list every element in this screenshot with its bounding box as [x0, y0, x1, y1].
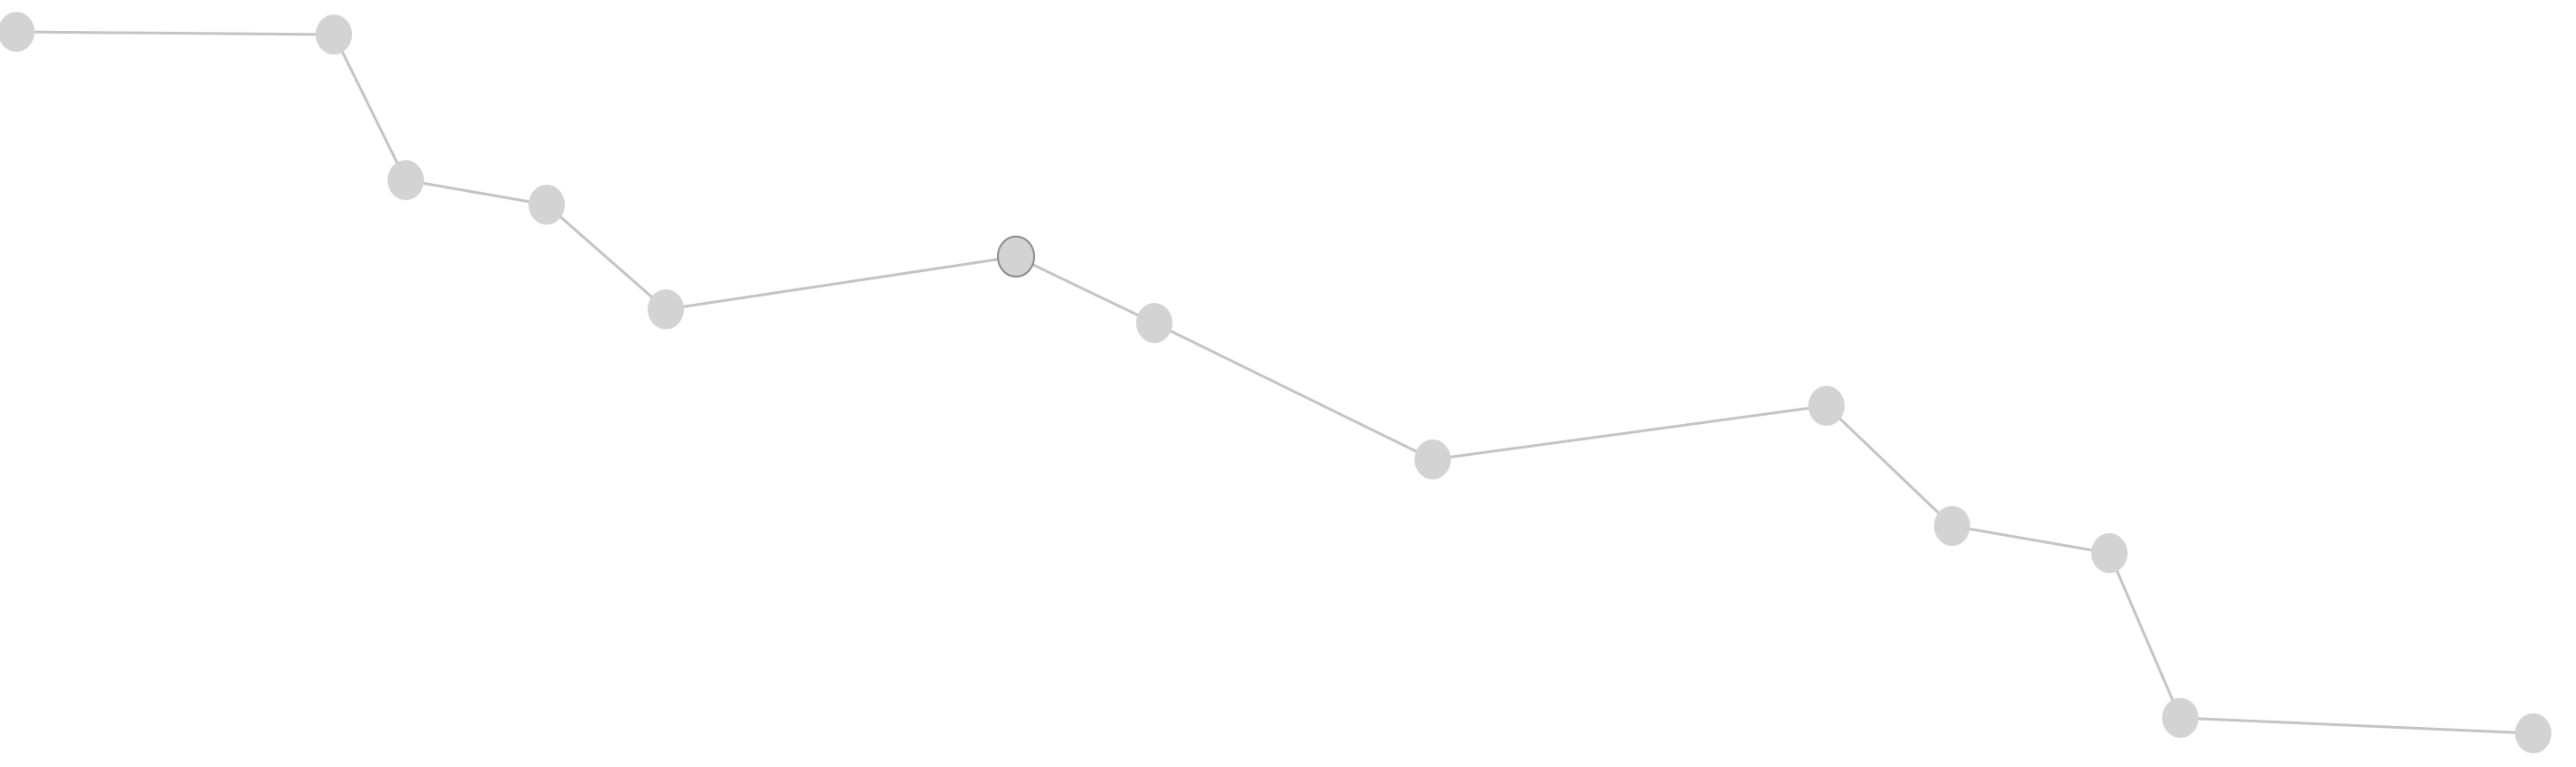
data-point-4[interactable]	[648, 289, 684, 329]
data-point-6[interactable]	[1136, 303, 1172, 343]
data-point-10[interactable]	[2091, 533, 2128, 573]
data-point-3[interactable]	[528, 185, 565, 225]
series-lines	[15, 30, 2535, 735]
data-point-2[interactable]	[387, 160, 424, 200]
data-point-0[interactable]	[0, 12, 35, 52]
data-point-5[interactable]	[997, 236, 1035, 278]
data-point-1[interactable]	[316, 15, 352, 55]
series-points	[0, 12, 2551, 753]
data-point-11[interactable]	[2162, 698, 2199, 738]
data-point-12[interactable]	[2515, 713, 2551, 753]
series-line-0	[15, 30, 2535, 735]
data-point-9[interactable]	[1934, 506, 1970, 546]
data-point-8[interactable]	[1808, 386, 1845, 426]
data-point-7[interactable]	[1414, 439, 1451, 479]
